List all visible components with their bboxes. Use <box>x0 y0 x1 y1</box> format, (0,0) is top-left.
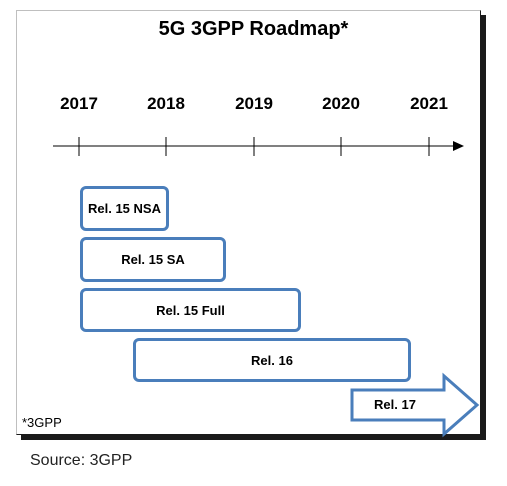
year-label-2021: 2021 <box>410 94 448 113</box>
footnote: *3GPP <box>22 415 62 430</box>
rel-15-sa-bar: Rel. 15 SA <box>80 237 226 282</box>
year-label-2019: 2019 <box>235 94 273 113</box>
rel-17-label: Rel. 17 <box>374 397 416 412</box>
year-label-2017: 2017 <box>60 94 98 113</box>
year-label-2020: 2020 <box>322 94 360 113</box>
source-caption: Source: 3GPP <box>30 452 133 469</box>
rel-15-nsa-bar: Rel. 15 NSA <box>80 186 169 231</box>
timeline-arrowhead <box>453 141 464 151</box>
rel-16-bar: Rel. 16 <box>133 338 411 382</box>
diagram-title: 5G 3GPP Roadmap* <box>158 18 349 40</box>
year-label-2018: 2018 <box>147 94 185 113</box>
rel-17-arrow <box>350 372 480 438</box>
rel-15-full-bar: Rel. 15 Full <box>80 288 301 332</box>
